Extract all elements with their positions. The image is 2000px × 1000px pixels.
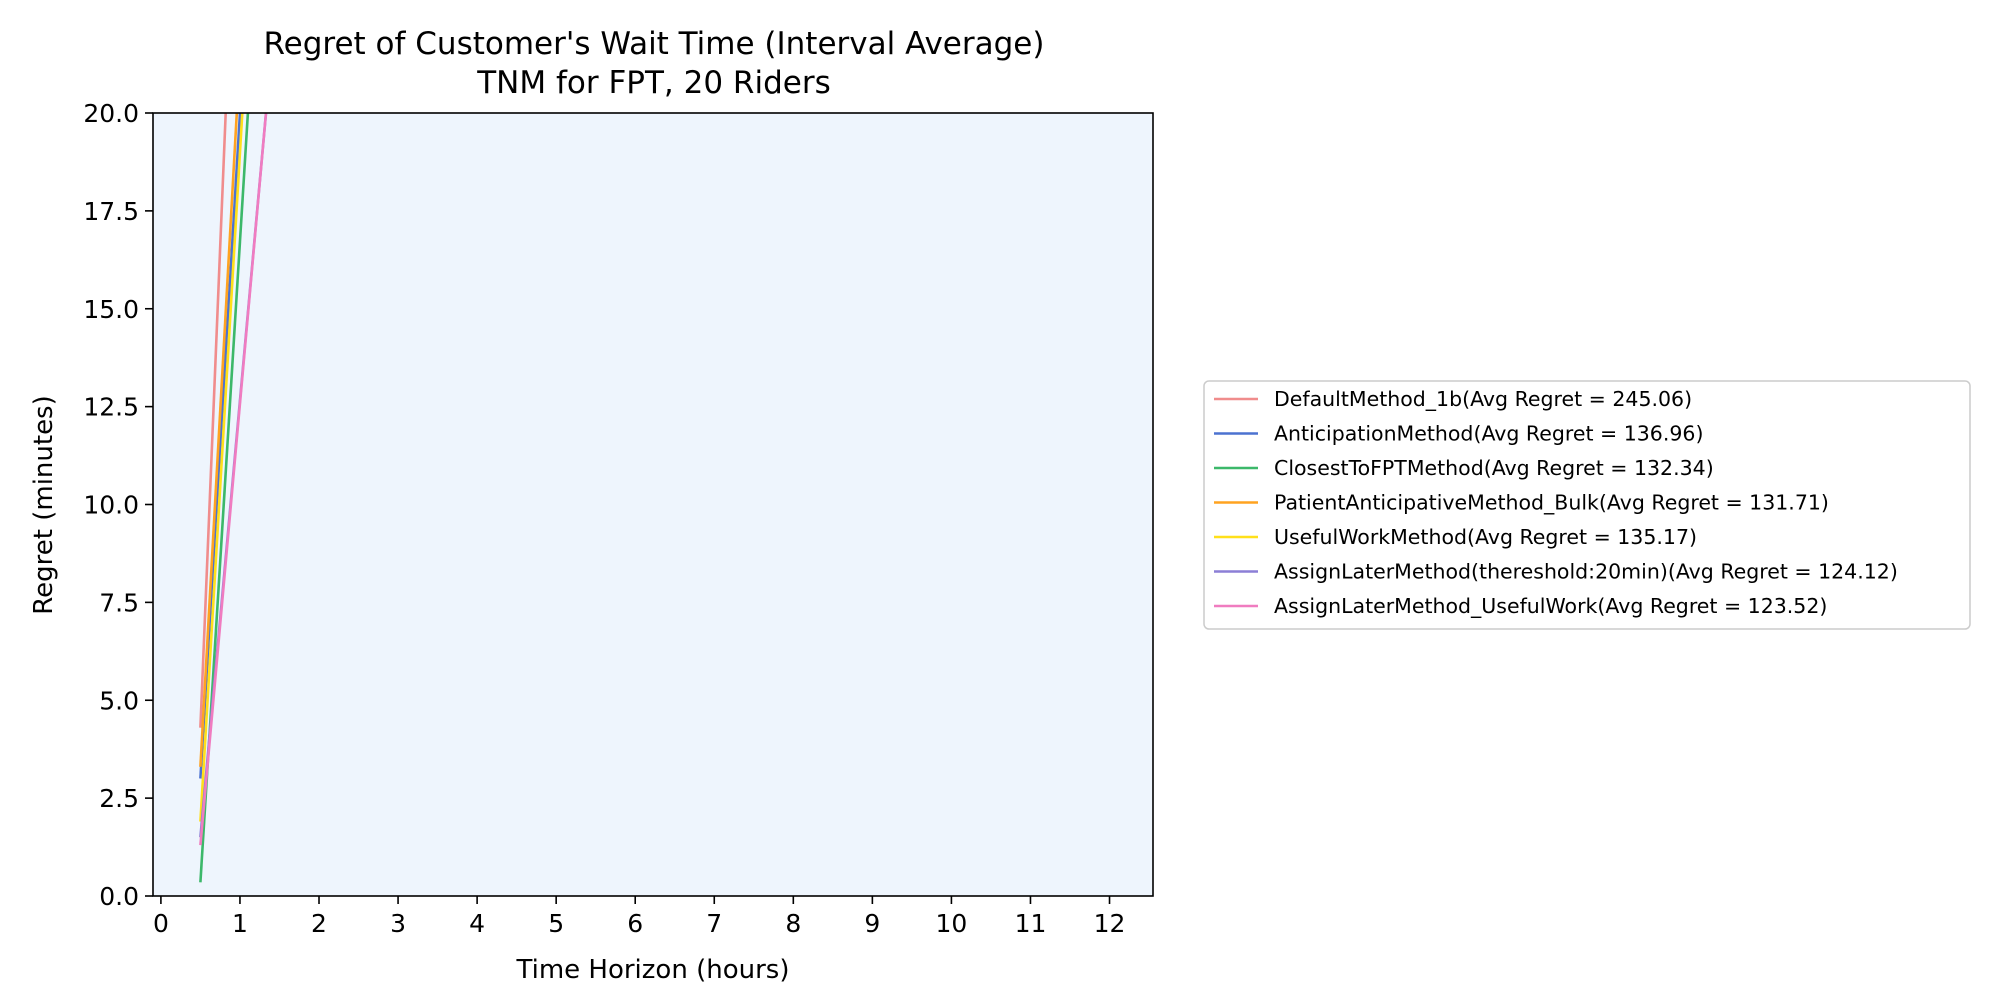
- y-tick-label: 0.0: [99, 882, 139, 911]
- legend-label-4: PatientAnticipativeMethod_Bulk(Avg Regre…: [1274, 491, 1829, 516]
- x-tick-label: 9: [864, 909, 880, 938]
- legend-label-3: ClosestToFPTMethod(Avg Regret = 132.34): [1274, 456, 1714, 480]
- x-tick-label: 6: [627, 909, 643, 938]
- x-axis-label: Time Horizon (hours): [516, 955, 790, 985]
- plot-area: [153, 113, 1153, 896]
- y-tick-label: 20.0: [83, 99, 139, 128]
- y-tick-label: 5.0: [99, 686, 139, 715]
- x-tick-label: 5: [548, 909, 564, 938]
- x-tick-label: 10: [936, 909, 968, 938]
- legend-label-6: AssignLaterMethod(thereshold:20min)(Avg …: [1274, 560, 1898, 584]
- y-tick-label: 7.5: [99, 588, 139, 617]
- y-tick-label: 17.5: [83, 197, 139, 226]
- series-line-7: [199, 113, 268, 846]
- y-tick-label: 15.0: [83, 295, 139, 324]
- legend-label-1: DefaultMethod_1b(Avg Regret = 245.06): [1274, 387, 1692, 412]
- legend-frame: [1203, 380, 1971, 630]
- chart-title: Regret of Customer's Wait Time (Interval…: [264, 26, 1045, 62]
- y-tick-label: 2.5: [99, 784, 139, 813]
- y-axis-label: Regret (minutes): [29, 395, 59, 615]
- legend: DefaultMethod_1b(Avg Regret = 245.06) Ant…: [1203, 380, 1971, 630]
- legend-label-5: UsefulWorkMethod(Avg Regret = 135.17): [1274, 525, 1697, 549]
- x-axis: 0 1 2 3 4 5 6 7 8 9 10 11 12: [153, 896, 1125, 938]
- x-tick-label: 4: [469, 909, 485, 938]
- x-tick-label: 11: [1015, 909, 1047, 938]
- x-tick-label: 12: [1094, 909, 1126, 938]
- series-line-4: [199, 113, 239, 767]
- x-tick-label: 1: [232, 909, 248, 938]
- x-tick-label: 2: [311, 909, 327, 938]
- series-layer: [199, 113, 268, 883]
- series-line-5: [199, 113, 244, 822]
- x-tick-label: 8: [785, 909, 801, 938]
- y-axis: 0.0 2.5 5.0 7.5 10.0 12.5 15.0 17.5 20.0: [83, 99, 153, 911]
- y-tick-label: 10.0: [83, 491, 139, 520]
- x-tick-label: 0: [153, 909, 169, 938]
- x-tick-label: 7: [706, 909, 722, 938]
- series-line-1: [199, 113, 227, 728]
- legend-label-7: AssignLaterMethod_UsefulWork(Avg Regret …: [1274, 594, 1827, 619]
- legend-label-2: AnticipationMethod(Avg Regret = 136.96): [1274, 422, 1703, 446]
- chart-subtitle: TNM for FPT, 20 Riders: [476, 65, 830, 101]
- x-tick-label: 3: [390, 909, 406, 938]
- y-tick-label: 12.5: [83, 393, 139, 422]
